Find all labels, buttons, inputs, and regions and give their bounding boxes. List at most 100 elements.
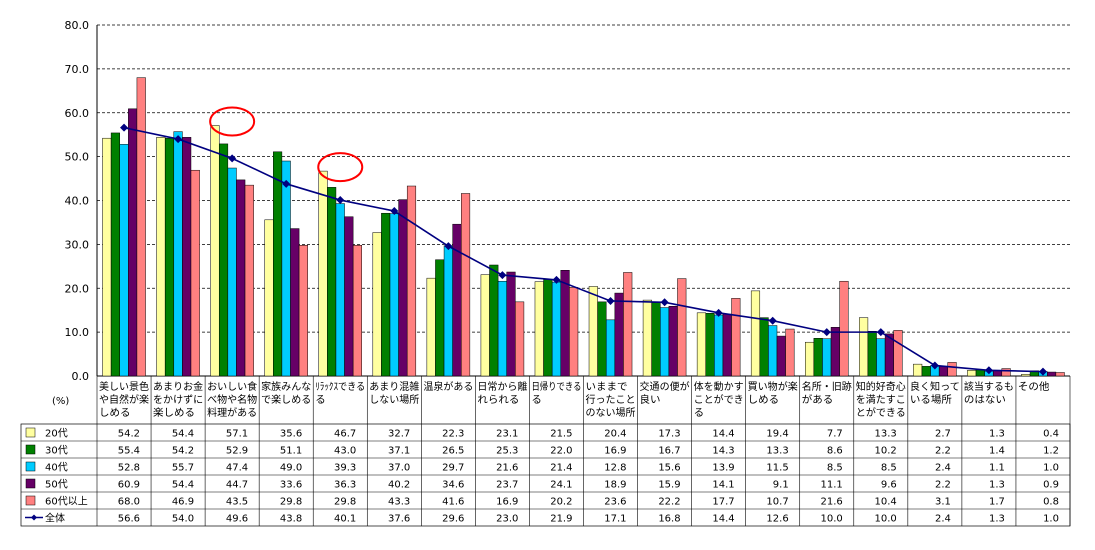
bar-50代 bbox=[344, 216, 354, 377]
bar-30代 bbox=[381, 212, 391, 377]
table-cell: 15.9 bbox=[658, 480, 680, 491]
bar-50代 bbox=[830, 327, 840, 377]
y-tick-label: 50.0 bbox=[65, 151, 90, 164]
table-cell: 14.4 bbox=[712, 429, 734, 440]
bar-60代以上 bbox=[893, 330, 903, 377]
total-line-marker bbox=[336, 196, 345, 205]
category-label: いままで bbox=[586, 381, 628, 393]
table-cell: 1.3 bbox=[989, 514, 1005, 525]
bars bbox=[102, 77, 1065, 377]
category-label: で楽しめる bbox=[261, 393, 311, 406]
bar-50代 bbox=[722, 313, 732, 377]
bar-20代 bbox=[264, 219, 274, 377]
bar-20代 bbox=[210, 125, 220, 377]
table-cell: 22.3 bbox=[442, 429, 464, 440]
category-label: る bbox=[315, 394, 326, 406]
category-label: 日常から離 bbox=[477, 380, 527, 393]
bar-50代 bbox=[290, 228, 300, 377]
bar-40代 bbox=[281, 160, 291, 377]
total-line-marker bbox=[390, 207, 399, 216]
bar-60代以上 bbox=[569, 287, 579, 377]
table-cell: 46.7 bbox=[334, 429, 356, 440]
category-label: しない場所 bbox=[369, 393, 419, 406]
bar-30代 bbox=[110, 132, 120, 377]
bar-20代 bbox=[696, 312, 706, 377]
bar-50代 bbox=[452, 223, 462, 377]
table-cell: 1.4 bbox=[989, 446, 1005, 457]
table-cell: 43.0 bbox=[334, 446, 356, 457]
bar-60代以上 bbox=[1055, 372, 1065, 377]
bar-50代 bbox=[560, 270, 570, 377]
table-cell: 10.2 bbox=[875, 446, 897, 457]
table-cell: 21.6 bbox=[820, 497, 842, 508]
table-cell: 1.2 bbox=[1043, 446, 1059, 457]
bar-60代以上 bbox=[352, 245, 362, 377]
category-label: あまりお金 bbox=[153, 380, 203, 393]
y-tick-label: 10.0 bbox=[65, 326, 90, 339]
total-line-marker bbox=[660, 298, 669, 307]
bar-60代以上 bbox=[623, 272, 633, 377]
table-cell: 20.4 bbox=[604, 429, 626, 440]
table-cell: 37.1 bbox=[388, 446, 410, 457]
total-line-marker bbox=[444, 242, 453, 251]
category-label: 良く知って bbox=[910, 380, 960, 393]
y-tick-label: 0.0 bbox=[72, 370, 90, 383]
table-cell: 2.7 bbox=[935, 429, 951, 440]
legend-key bbox=[25, 444, 36, 455]
table-cell: 8.5 bbox=[827, 463, 843, 474]
y-tick-label: 40.0 bbox=[65, 195, 90, 208]
legend-key bbox=[25, 478, 36, 489]
table-cell: 40.1 bbox=[334, 514, 356, 525]
table-cell: 54.4 bbox=[172, 429, 194, 440]
table-cell: 54.4 bbox=[172, 480, 194, 491]
table-cell: 37.0 bbox=[388, 463, 410, 474]
table-cell: 47.4 bbox=[226, 463, 248, 474]
category-label: 行ったこと bbox=[586, 393, 636, 406]
category-label: ことができ bbox=[694, 393, 744, 406]
bar-40代 bbox=[227, 167, 237, 377]
table-cell: 12.8 bbox=[604, 463, 626, 474]
bar-40代 bbox=[768, 325, 778, 377]
bar-30代 bbox=[164, 137, 175, 377]
y-tick-label: 80.0 bbox=[65, 19, 90, 32]
legend-key bbox=[25, 461, 36, 472]
table-cell: 2.2 bbox=[935, 480, 951, 491]
table-cell: 0.4 bbox=[1043, 429, 1059, 440]
table-cell: 10.0 bbox=[875, 514, 897, 525]
bar-60代以上 bbox=[515, 301, 525, 377]
bar-40代 bbox=[497, 280, 507, 377]
table-cell: 15.6 bbox=[658, 463, 680, 474]
table-cell: 1.1 bbox=[989, 463, 1005, 474]
bar-20代 bbox=[913, 363, 923, 377]
bar-60代以上 bbox=[406, 185, 417, 377]
total-line-marker bbox=[120, 123, 129, 132]
table-cell: 40.2 bbox=[388, 480, 410, 491]
bar-20代 bbox=[642, 299, 652, 377]
table-cell: 23.7 bbox=[496, 480, 518, 491]
category-label: る bbox=[694, 407, 705, 419]
bar-30代 bbox=[218, 143, 229, 377]
category-label: 交通の便が bbox=[640, 380, 690, 393]
table-cell: 43.5 bbox=[226, 497, 248, 508]
category-label: 知的好奇心 bbox=[856, 380, 906, 393]
category-labels: 美しい景色や自然が楽しめるあまりお金をかけずに楽しめるおいしい食べ物や名物料理が… bbox=[99, 380, 1049, 419]
table-cell: 21.5 bbox=[550, 429, 572, 440]
bar-20代 bbox=[859, 317, 869, 377]
bar-20代 bbox=[588, 286, 598, 377]
category-label: 良い bbox=[640, 393, 661, 406]
bar-60代以上 bbox=[947, 362, 957, 377]
table-cell: 19.4 bbox=[766, 429, 788, 440]
total-line-marker bbox=[498, 271, 507, 280]
table-cell: 33.6 bbox=[280, 480, 302, 491]
y-tick-label: 20.0 bbox=[65, 282, 90, 295]
total-line-marker bbox=[714, 308, 723, 317]
bar-40代 bbox=[335, 203, 345, 377]
total-line-marker bbox=[822, 328, 831, 337]
bar-40代 bbox=[605, 319, 616, 377]
table-cell: 17.1 bbox=[604, 514, 626, 525]
bar-60代以上 bbox=[677, 278, 687, 377]
bar-40代 bbox=[822, 338, 832, 377]
table-cell: 13.3 bbox=[875, 429, 897, 440]
table-cell: 34.6 bbox=[442, 480, 464, 491]
table-cell: 9.1 bbox=[773, 480, 789, 491]
